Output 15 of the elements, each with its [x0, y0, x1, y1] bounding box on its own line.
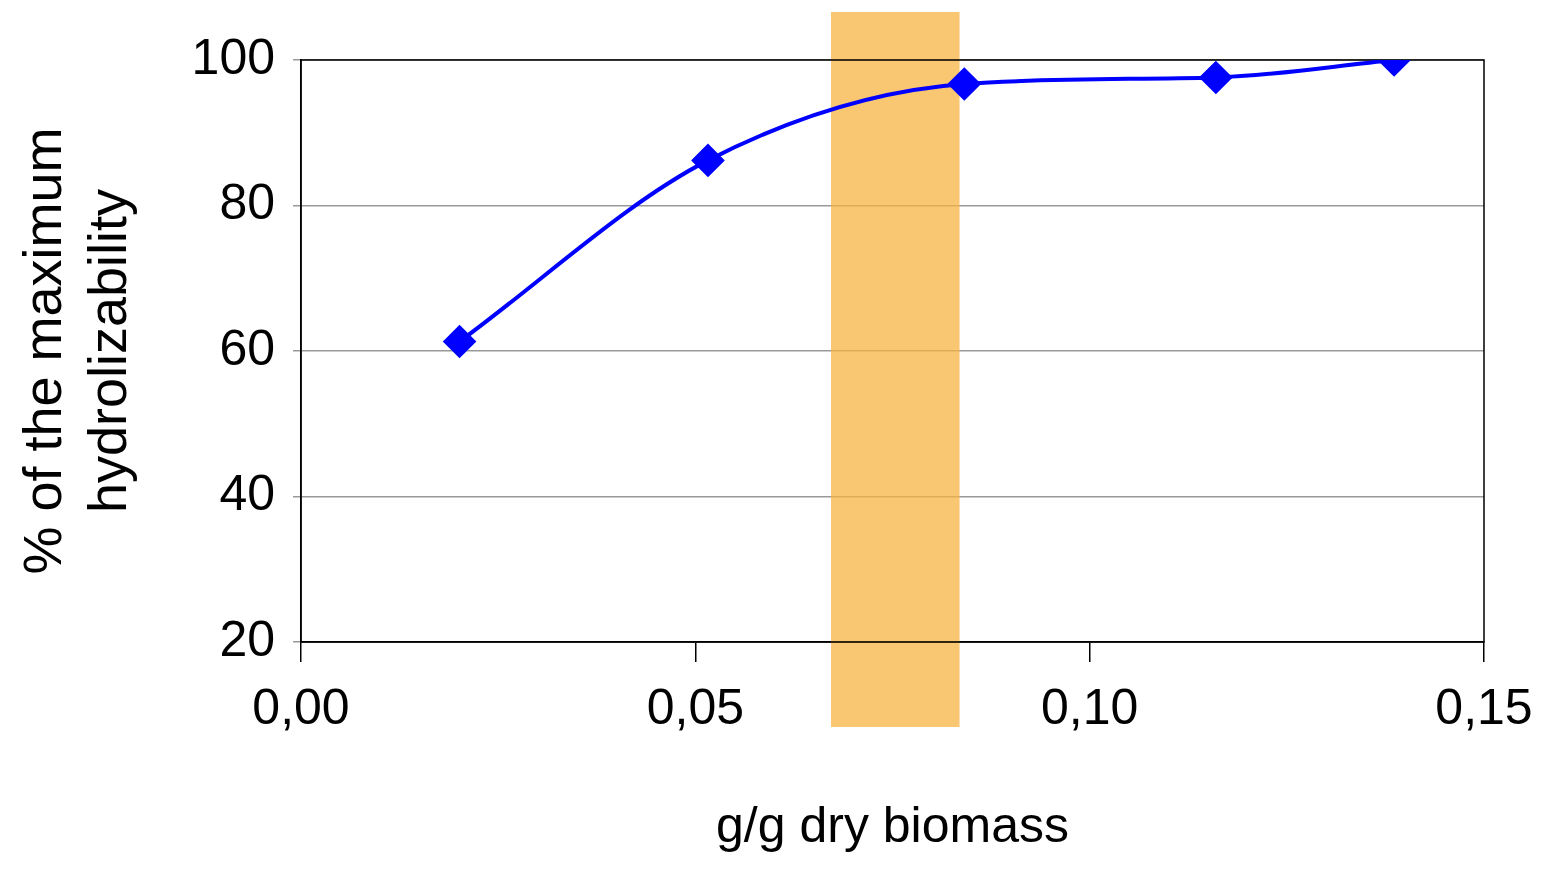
x-tick-label: 0,00: [252, 678, 350, 735]
y-tick-label: 60: [219, 319, 276, 376]
y-tick-label: 100: [191, 28, 276, 85]
point: [948, 68, 981, 101]
y-tick-label: 80: [219, 174, 276, 231]
x-tick-label: 0,05: [646, 678, 745, 735]
x-tick-label: 0,10: [1041, 678, 1139, 735]
point: [443, 325, 476, 358]
point: [691, 144, 724, 177]
x-tick-label: 0,15: [1435, 678, 1533, 735]
y-tick-label: 40: [219, 465, 276, 522]
y-axis-title: % of the maximum hydrolizability: [12, 127, 138, 575]
y-tick-label: 20: [219, 610, 276, 667]
point: [1199, 61, 1232, 94]
x-axis-title: g/g dry biomass: [716, 796, 1069, 853]
